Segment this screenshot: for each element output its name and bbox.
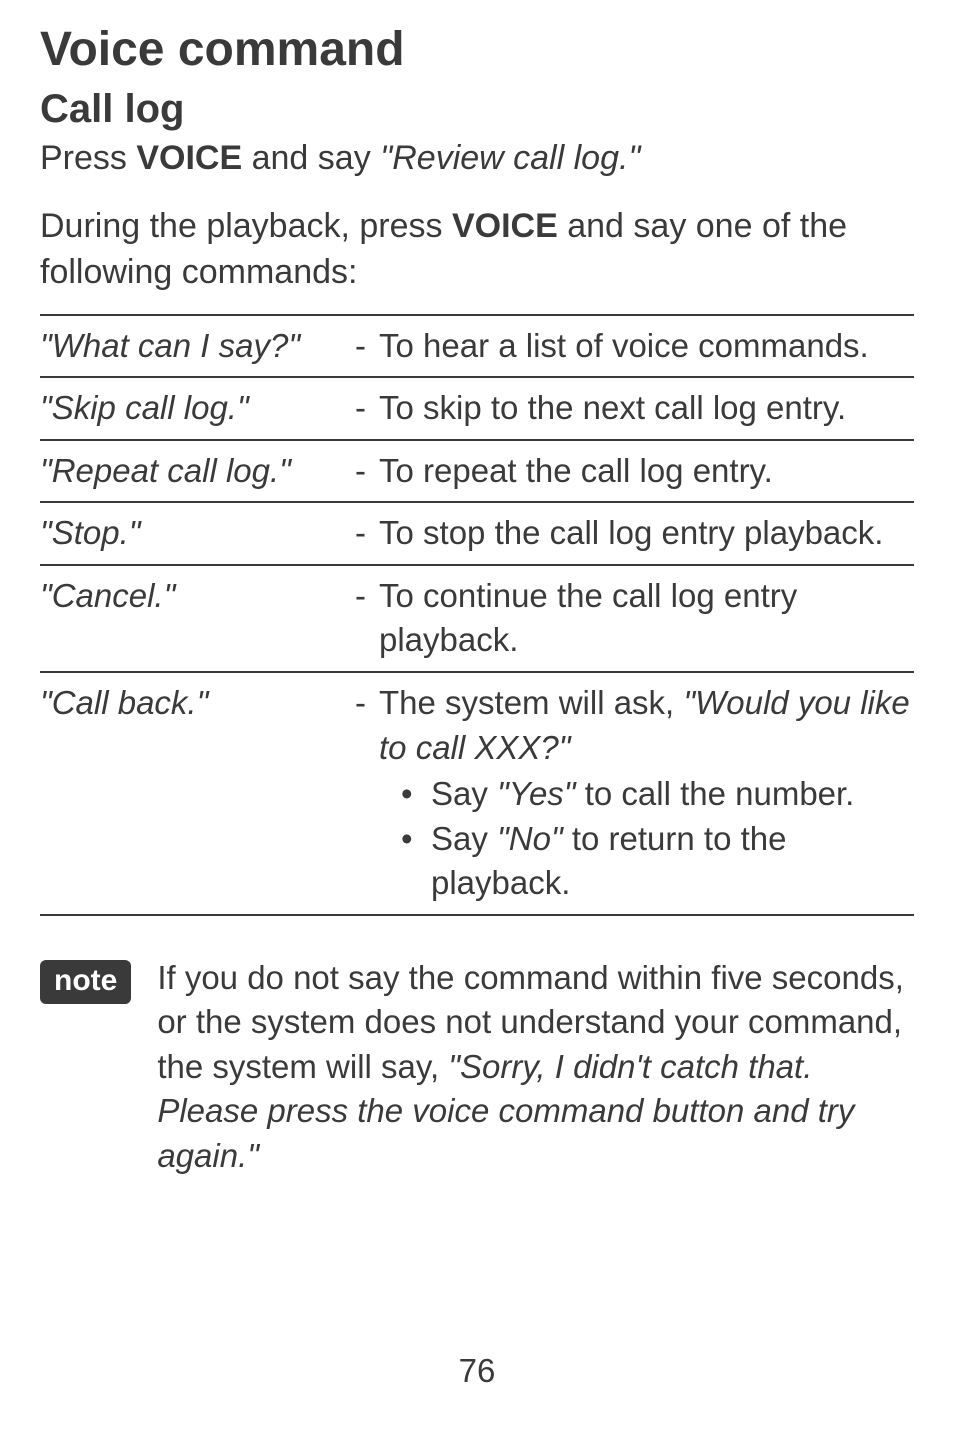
text: Say [431, 820, 497, 857]
description-cell: -To continue the call log entry playback… [355, 565, 914, 672]
intro-line-1: Press VOICE and say "Review call log." [40, 136, 914, 182]
dash: - [355, 324, 379, 369]
note-text: If you do not say the command within fiv… [157, 956, 914, 1179]
bullet: • [401, 772, 431, 817]
page-title: Voice command [40, 22, 914, 77]
bullet-list: •Say "Yes" to call the number. •Say "No"… [379, 772, 914, 906]
table-row: "Call back." - The system will ask, "Wou… [40, 672, 914, 915]
description-cell: -To hear a list of voice commands. [355, 315, 914, 378]
dash: - [355, 386, 379, 431]
description-cell: - The system will ask, "Would you like t… [355, 672, 914, 915]
intro-line-2: During the playback, press VOICE and say… [40, 204, 914, 296]
command-cell: "What can I say?" [40, 315, 355, 378]
text: Press [40, 139, 136, 177]
text: Say "No" to return to the playback. [431, 817, 914, 906]
text: Say [431, 775, 497, 812]
text: To stop the call log entry playback. [379, 511, 914, 556]
command-cell: "Call back." [40, 672, 355, 915]
text: The system will ask, [379, 684, 683, 721]
voice-key: VOICE [136, 139, 242, 177]
dash: - [355, 511, 379, 556]
description-cell: -To stop the call log entry playback. [355, 502, 914, 565]
bullet: • [401, 817, 431, 906]
text: The system will ask, "Would you like to … [379, 681, 914, 906]
page-number: 76 [0, 1352, 954, 1390]
table-row: "Repeat call log." -To repeat the call l… [40, 440, 914, 503]
command-cell: "Repeat call log." [40, 440, 355, 503]
text: to call the number. [576, 775, 855, 812]
dash: - [355, 449, 379, 494]
phrase: "Yes" [497, 775, 575, 812]
text: To repeat the call log entry. [379, 449, 914, 494]
text: Say "Yes" to call the number. [431, 772, 854, 817]
note-section: note If you do not say the command withi… [40, 956, 914, 1179]
text: To continue the call log entry playback. [379, 574, 914, 663]
table-row: "Stop." -To stop the call log entry play… [40, 502, 914, 565]
text: During the playback, press [40, 207, 452, 245]
table-row: "Skip call log." -To skip to the next ca… [40, 377, 914, 440]
commands-table: "What can I say?" -To hear a list of voi… [40, 314, 914, 916]
table-row: "Cancel." -To continue the call log entr… [40, 565, 914, 672]
dash: - [355, 681, 379, 906]
dash: - [355, 574, 379, 663]
command-cell: "Skip call log." [40, 377, 355, 440]
description-cell: -To repeat the call log entry. [355, 440, 914, 503]
text: To hear a list of voice commands. [379, 324, 914, 369]
text: To skip to the next call log entry. [379, 386, 914, 431]
table-row: "What can I say?" -To hear a list of voi… [40, 315, 914, 378]
phrase: "No" [497, 820, 563, 857]
list-item: •Say "No" to return to the playback. [379, 817, 914, 906]
description-cell: -To skip to the next call log entry. [355, 377, 914, 440]
text: and say [242, 139, 380, 177]
list-item: •Say "Yes" to call the number. [379, 772, 914, 817]
command-cell: "Stop." [40, 502, 355, 565]
note-badge: note [40, 960, 131, 1004]
voice-key: VOICE [452, 207, 558, 245]
command-cell: "Cancel." [40, 565, 355, 672]
phrase: "Review call log." [380, 139, 640, 177]
section-subtitle: Call log [40, 87, 914, 132]
